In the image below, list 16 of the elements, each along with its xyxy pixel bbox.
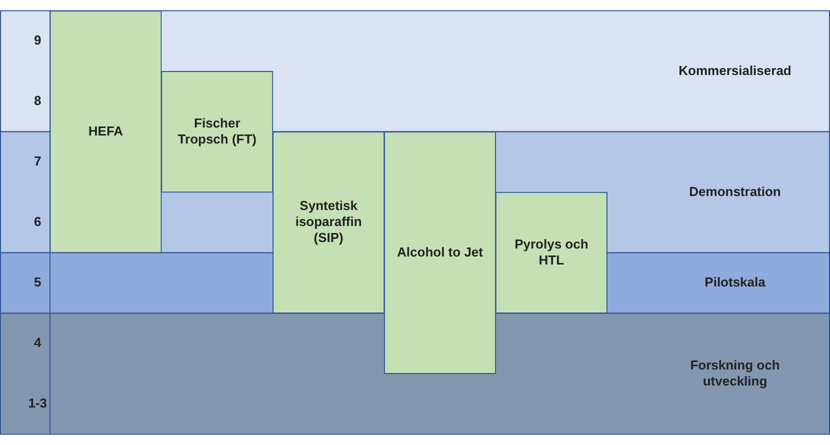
band-label: Demonstration <box>689 184 781 199</box>
y-tick-label: 4 <box>34 335 42 350</box>
y-tick-label: 6 <box>34 214 42 230</box>
y-tick-label: 9 <box>34 32 42 48</box>
x-tick-label: Syntetisk isoparaffin (SIP) <box>295 198 362 246</box>
band-label: Forskning och utveckling <box>690 357 780 388</box>
y-tick-label: 1-3 <box>28 396 48 411</box>
y-tick-label: 7 <box>34 154 42 169</box>
y-tick-label: 8 <box>34 93 42 108</box>
band-label: Pilotskala <box>704 274 766 290</box>
band-label: Kommersialiserad <box>678 62 792 78</box>
y-tick-label: 5 <box>34 274 42 290</box>
x-tick-label: Alcohol to Jet <box>397 244 484 260</box>
x-tick-label: Pyrolys och HTL <box>514 236 588 268</box>
x-tick-label: Fischer Tropsch (FT) <box>178 115 256 146</box>
x-tick-label: HEFA <box>88 123 124 138</box>
